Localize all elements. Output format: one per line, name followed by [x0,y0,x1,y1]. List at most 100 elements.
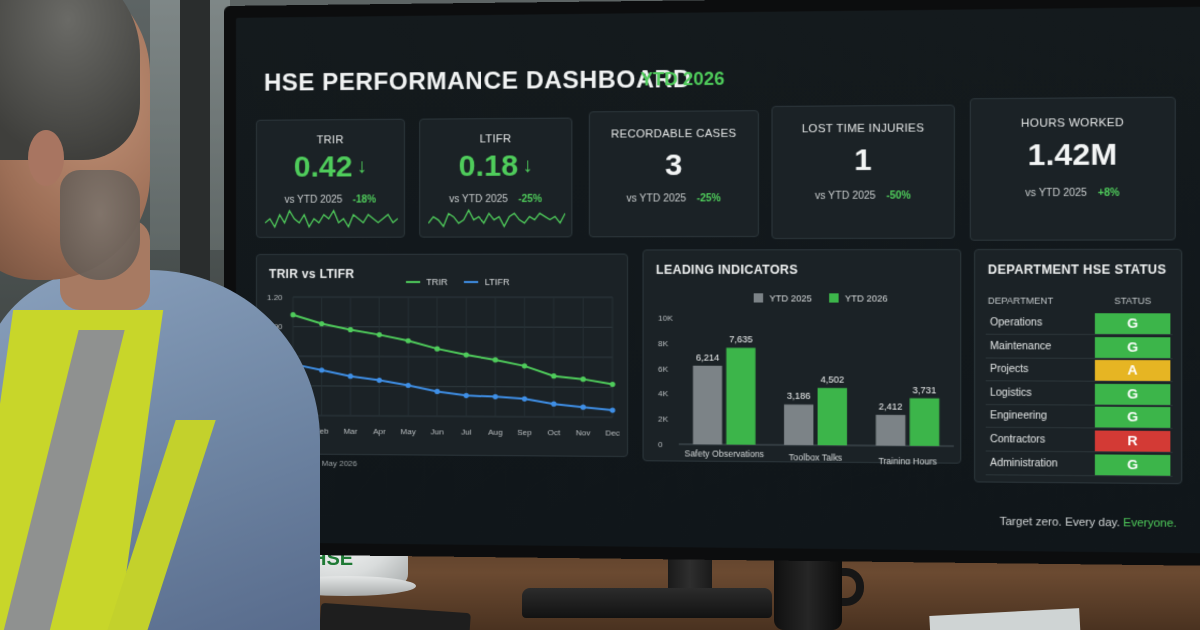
department-name: Operations [990,317,1042,328]
data-point-trir [580,377,585,382]
department-row[interactable]: Contractors R [986,429,1173,453]
department-row[interactable]: Logistics G [986,382,1173,406]
department-name: Engineering [990,411,1047,423]
x-tick-label: Mar [344,427,358,436]
kpi-compare: vs YTD 2025 -25% [420,194,571,206]
ltifr-sparkline [428,208,565,229]
bar-value-label: 3,186 [787,391,811,401]
status-badge: G [1095,407,1170,428]
data-point-ltifr [493,394,498,399]
department-name: Administration [990,457,1058,469]
bar-ytd-2025 [784,404,813,445]
data-point-trir [464,352,469,357]
data-point-ltifr [610,408,615,413]
kpi-card-hours-worked[interactable]: HOURS WORKED 1.42M vs YTD 2025 +8% [970,97,1176,241]
kpi-delta: -25% [518,194,542,205]
gridline [293,356,613,357]
monitor: HSE PERFORMANCE DASHBOARD YTD 2026 TRIR … [224,0,1200,566]
department-row[interactable]: Projects A [986,359,1173,383]
bar-value-label: 4,502 [820,375,844,385]
dashboard-screen: HSE PERFORMANCE DASHBOARD YTD 2026 TRIR … [236,7,1200,554]
y-tick-label: 10K [658,314,673,323]
data-point-trir [493,357,498,362]
bar-ytd-2025 [693,366,722,445]
gridline [293,415,613,417]
kpi-label: HOURS WORKED [971,116,1175,130]
data-point-trir [406,338,411,343]
status-badge: G [1095,384,1170,405]
dashboard-period: YTD 2026 [640,68,724,90]
gridline [293,386,613,387]
kpi-card-recordable-cases[interactable]: RECORDABLE CASES 3 vs YTD 2025 -25% [589,110,759,237]
bar-value-label: 3,731 [913,385,937,395]
bar-ytd-2026 [726,348,755,445]
kpi-label: LTIFR [420,133,571,146]
kpi-value: 1 [773,143,954,179]
arrow-down-icon: ↓ [357,155,367,177]
status-badge: G [1095,337,1170,358]
status-badge: G [1095,313,1170,334]
department-name: Maintenance [990,341,1051,353]
kpi-value: 0.18 ↓ [420,149,571,184]
department-status-panel: DEPARTMENT HSE STATUS DEPARTMENT STATUS … [974,249,1182,484]
status-badge: R [1095,431,1170,452]
category-label: Training Hours [878,456,937,465]
bar-ytd-2026 [910,398,940,446]
department-row[interactable]: Maintenance G [986,335,1173,358]
category-label: Toolbox Talks [789,452,842,463]
category-label: Safety Observations [684,448,764,459]
column-header-status: STATUS [1114,296,1151,306]
department-name: Contractors [990,434,1045,446]
x-tick-label: May [401,427,416,436]
leading-indicators-bar-chart: 10K 8K 6K 4K 2K 0 6,214 7,635 Safety Observation… [644,250,963,465]
data-point-trir [435,346,440,351]
kpi-label: LOST TIME INJURIES [773,122,954,135]
data-point-trir [377,332,382,337]
y-tick-label: 6K [658,364,669,373]
kpi-value: 3 [590,148,758,183]
x-tick-label: Apr [373,427,386,436]
data-point-trir [348,327,353,332]
kpi-delta: +8% [1098,188,1120,200]
kpi-label: RECORDABLE CASES [590,128,758,141]
y-tick-label: 4K [658,389,669,398]
x-tick-label: Sep [517,428,532,437]
kpi-delta: -25% [697,193,721,204]
y-tick-label: 0 [658,440,663,449]
kpi-card-ltifr[interactable]: LTIFR 0.18 ↓ vs YTD 2025 -25% [419,118,572,238]
leading-indicators-panel: LEADING INDICATORS YTD 2025 YTD 2026 10K… [643,249,962,464]
monitor-stand-base [522,588,772,618]
coffee-mug [774,551,842,630]
kpi-delta: -50% [886,190,911,201]
data-point-ltifr [580,404,585,409]
person-beard [60,170,140,280]
person-ear [28,130,64,186]
person-hair [0,0,140,160]
kpi-value: 1.42M [971,137,1175,173]
x-tick-label: Nov [576,428,591,437]
department-row[interactable]: Administration G [986,452,1173,476]
data-point-trir [551,373,556,378]
bar-ytd-2026 [818,388,847,445]
panel-title: DEPARTMENT HSE STATUS [988,262,1167,277]
y-tick-label: 2K [658,415,669,424]
data-point-ltifr [435,389,440,394]
y-tick-label: 8K [658,339,669,348]
data-point-ltifr [464,393,469,398]
tagline-highlight: Everyone. [1123,517,1176,530]
kpi-card-lost-time-injuries[interactable]: LOST TIME INJURIES 1 vs YTD 2025 -50% [771,105,954,239]
data-point-trir [610,382,615,387]
status-badge: G [1095,454,1170,475]
data-point-ltifr [377,378,382,383]
tagline: Target zero. Every day. Everyone. [1000,516,1177,530]
person-at-monitor [0,0,330,630]
data-point-ltifr [551,401,556,406]
department-row[interactable]: Operations G [986,312,1173,335]
kpi-compare: vs YTD 2025 -25% [590,193,758,205]
bar-ytd-2025 [876,415,906,446]
department-name: Logistics [990,387,1032,399]
bar-value-label: 7,635 [729,334,752,344]
kpi-compare: vs YTD 2025 -50% [773,190,954,202]
data-point-ltifr [522,396,527,401]
department-row[interactable]: Engineering G [986,405,1173,429]
